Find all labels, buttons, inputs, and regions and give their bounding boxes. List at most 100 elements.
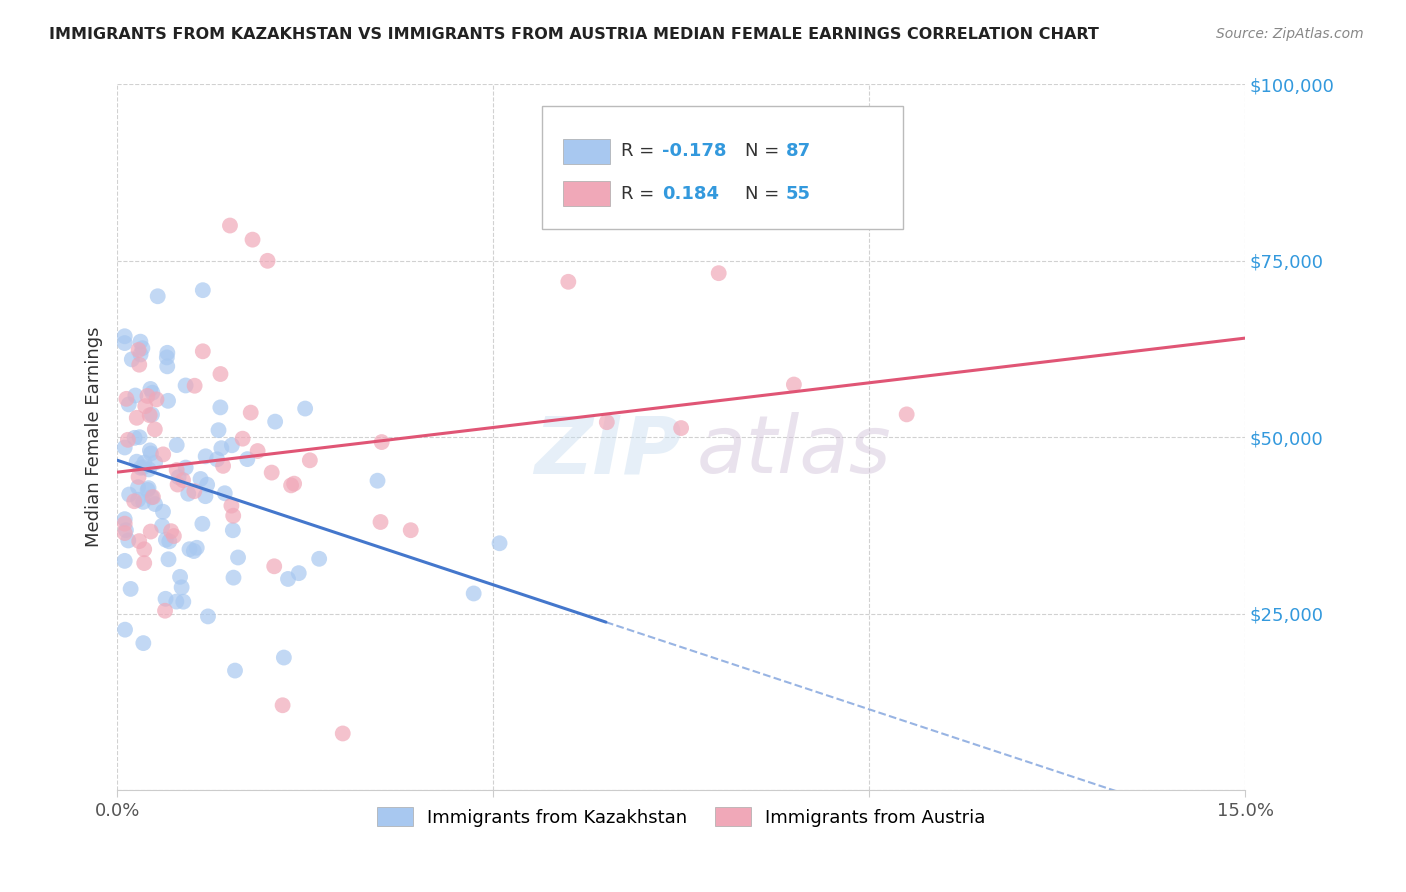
- Point: [557, 275, 579, 289]
- Point: [145, 392, 167, 407]
- Point: [141, 408, 163, 422]
- Point: [298, 453, 321, 467]
- Point: [152, 505, 174, 519]
- Point: [191, 344, 214, 359]
- Point: [214, 486, 236, 500]
- Point: [207, 423, 229, 437]
- Point: [136, 483, 159, 497]
- Point: [114, 512, 136, 526]
- Point: [114, 623, 136, 637]
- Point: [128, 430, 150, 444]
- Point: [155, 591, 177, 606]
- Point: [191, 516, 214, 531]
- Point: [155, 533, 177, 547]
- Point: [194, 489, 217, 503]
- Point: [239, 406, 262, 420]
- Point: [707, 266, 730, 280]
- Point: [120, 582, 142, 596]
- Point: [157, 393, 180, 408]
- Point: [139, 382, 162, 396]
- Point: [183, 378, 205, 392]
- Point: [114, 526, 136, 541]
- Point: [122, 494, 145, 508]
- Point: [138, 481, 160, 495]
- Point: [118, 397, 141, 411]
- Text: -0.178: -0.178: [662, 143, 727, 161]
- Point: [463, 586, 485, 600]
- Point: [256, 253, 278, 268]
- Point: [134, 456, 156, 470]
- Point: [160, 524, 183, 539]
- Point: [783, 377, 806, 392]
- Point: [226, 550, 249, 565]
- Point: [139, 446, 162, 460]
- Point: [172, 473, 194, 487]
- Point: [132, 460, 155, 475]
- Point: [194, 450, 217, 464]
- Point: [209, 441, 232, 455]
- Text: 87: 87: [786, 143, 811, 161]
- Point: [222, 571, 245, 585]
- Point: [177, 486, 200, 500]
- Point: [132, 636, 155, 650]
- Point: [114, 336, 136, 351]
- Point: [128, 343, 150, 357]
- Text: N =: N =: [745, 185, 786, 202]
- Legend: Immigrants from Kazakhstan, Immigrants from Austria: Immigrants from Kazakhstan, Immigrants f…: [370, 800, 993, 834]
- Point: [152, 447, 174, 461]
- Point: [129, 334, 152, 349]
- Point: [117, 533, 139, 548]
- Point: [277, 572, 299, 586]
- Point: [236, 452, 259, 467]
- Text: atlas: atlas: [696, 412, 891, 491]
- Point: [114, 441, 136, 455]
- Point: [308, 551, 330, 566]
- FancyBboxPatch shape: [543, 105, 903, 229]
- Point: [170, 580, 193, 594]
- Point: [260, 466, 283, 480]
- Point: [142, 490, 165, 504]
- Point: [367, 474, 389, 488]
- Point: [263, 559, 285, 574]
- Point: [143, 422, 166, 436]
- Point: [139, 524, 162, 539]
- Text: 55: 55: [786, 185, 811, 202]
- Point: [141, 385, 163, 400]
- Point: [222, 508, 245, 523]
- Point: [209, 401, 232, 415]
- Point: [246, 444, 269, 458]
- Point: [287, 566, 309, 581]
- Point: [896, 408, 918, 422]
- Point: [139, 443, 162, 458]
- Point: [488, 536, 510, 550]
- Point: [166, 477, 188, 491]
- Bar: [562, 139, 610, 164]
- Point: [115, 523, 138, 537]
- Text: Source: ZipAtlas.com: Source: ZipAtlas.com: [1216, 27, 1364, 41]
- Bar: [562, 181, 610, 206]
- Point: [134, 542, 156, 557]
- Point: [143, 456, 166, 470]
- Point: [195, 477, 218, 491]
- Point: [138, 409, 160, 423]
- Point: [205, 452, 228, 467]
- Point: [138, 462, 160, 476]
- Point: [209, 367, 232, 381]
- Text: IMMIGRANTS FROM KAZAKHSTAN VS IMMIGRANTS FROM AUSTRIA MEDIAN FEMALE EARNINGS COR: IMMIGRANTS FROM KAZAKHSTAN VS IMMIGRANTS…: [49, 27, 1099, 42]
- Point: [156, 351, 179, 365]
- Point: [370, 515, 392, 529]
- Point: [167, 470, 190, 484]
- Point: [156, 359, 179, 374]
- Point: [114, 554, 136, 568]
- Point: [129, 347, 152, 361]
- Point: [129, 460, 152, 475]
- Point: [242, 233, 264, 247]
- Point: [332, 726, 354, 740]
- Point: [127, 480, 149, 494]
- Point: [163, 529, 186, 543]
- Point: [141, 490, 163, 504]
- Point: [669, 421, 692, 435]
- Point: [221, 438, 243, 452]
- Point: [183, 484, 205, 499]
- Point: [125, 410, 148, 425]
